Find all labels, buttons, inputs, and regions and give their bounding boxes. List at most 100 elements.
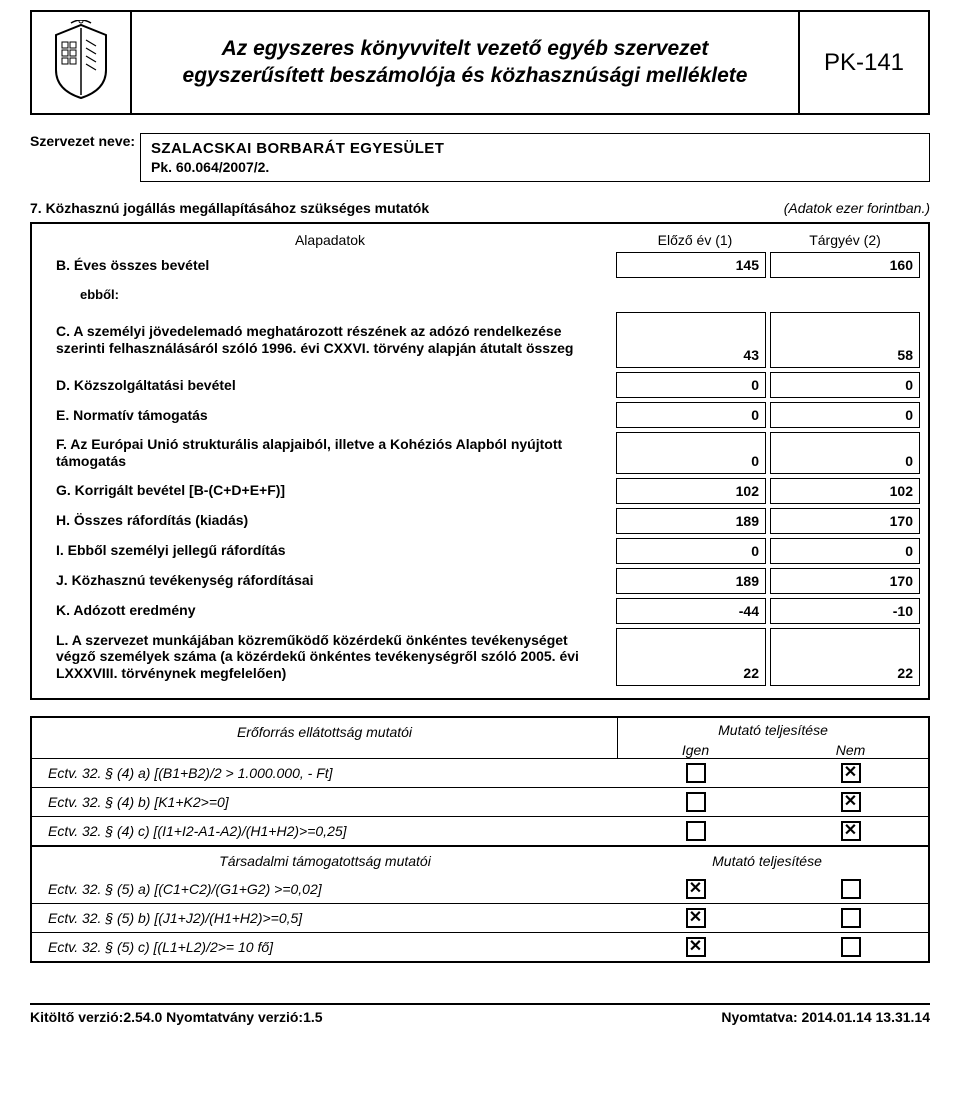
column-headers: Alapadatok Előző év (1) Tárgyév (2) <box>40 232 920 248</box>
section-note: (Adatok ezer forintban.) <box>784 200 930 216</box>
header-title-line1: Az egyszeres könyvvitelt vezető egyéb sz… <box>140 36 790 62</box>
cell-prev: 0 <box>616 432 766 474</box>
checkbox-igen[interactable] <box>686 763 706 783</box>
cell-curr: 102 <box>770 478 920 504</box>
cell-prev: 43 <box>616 312 766 368</box>
header-title-cell: Az egyszeres könyvvitelt vezető egyéb sz… <box>131 11 799 114</box>
row-label: H. Összes ráfordítás (kiadás) <box>40 508 612 534</box>
row-label: G. Korrigált bevétel [B-(C+D+E+F)] <box>40 478 612 504</box>
table-row: D. Közszolgáltatási bevétel00 <box>40 372 920 398</box>
checkbox-igen-wrap: ✕ <box>618 879 773 899</box>
table-row: ebből: <box>40 282 920 308</box>
checkbox-igen[interactable]: ✕ <box>686 937 706 957</box>
section-header-row: 7. Közhasznú jogállás megállapításához s… <box>30 200 930 216</box>
row-label: L. A szervezet munkájában közreműködő kö… <box>40 628 612 686</box>
header-title-line2: egyszerűsített beszámolója és közhasznús… <box>140 63 790 89</box>
table-row: E. Normatív támogatás00 <box>40 402 920 428</box>
cell-curr: 22 <box>770 628 920 686</box>
checkbox-nem[interactable]: ✕ <box>841 792 861 812</box>
cell-prev <box>616 282 766 308</box>
indicator-row: Ectv. 32. § (5) c) [(L1+L2)/2>= 10 fő] ✕ <box>32 933 928 961</box>
indicator-label: Ectv. 32. § (5) a) [(C1+C2)/(G1+G2) >=0,… <box>48 879 618 899</box>
col-igen: Igen <box>618 742 773 758</box>
col-prev: Előző év (1) <box>620 232 770 248</box>
cell-curr: -10 <box>770 598 920 624</box>
checkbox-nem[interactable]: ✕ <box>841 821 861 841</box>
checkbox-igen[interactable] <box>686 821 706 841</box>
indicator-label: Ectv. 32. § (5) c) [(L1+L2)/2>= 10 fő] <box>48 937 618 957</box>
footer: Kitöltő verzió:2.54.0 Nyomtatvány verzió… <box>30 1003 930 1025</box>
row-label: K. Adózott eredmény <box>40 598 612 624</box>
org-name-line1: SZALACSKAI BORBARÁT EGYESÜLET <box>151 140 919 157</box>
footer-left: Kitöltő verzió:2.54.0 Nyomtatvány verzió… <box>30 1009 323 1025</box>
checkbox-igen-wrap: ✕ <box>618 937 773 957</box>
checkbox-igen[interactable]: ✕ <box>686 879 706 899</box>
header-table: Az egyszeres könyvvitelt vezető egyéb sz… <box>30 10 930 115</box>
row-label: C. A személyi jövedelemadó meghatározott… <box>40 312 612 368</box>
row-label: F. Az Európai Unió strukturális alapjaib… <box>40 432 612 474</box>
cell-curr: 0 <box>770 372 920 398</box>
table-row: F. Az Európai Unió strukturális alapjaib… <box>40 432 920 474</box>
org-label: Szervezet neve: <box>30 133 140 149</box>
section-title: 7. Közhasznú jogállás megállapításához s… <box>30 200 429 216</box>
checkbox-igen-wrap <box>618 821 773 841</box>
cell-curr <box>770 282 920 308</box>
indicator-label: Ectv. 32. § (5) b) [(J1+J2)/(H1+H2)>=0,5… <box>48 908 618 928</box>
table-row: L. A szervezet munkájában közreműködő kö… <box>40 628 920 686</box>
table-row: K. Adózott eredmény-44-10 <box>40 598 920 624</box>
row-label: ebből: <box>40 282 612 308</box>
checkbox-nem[interactable] <box>841 879 861 899</box>
checkbox-nem-wrap: ✕ <box>773 792 928 812</box>
table-row: H. Összes ráfordítás (kiadás)189170 <box>40 508 920 534</box>
checkbox-igen-wrap: ✕ <box>618 908 773 928</box>
checkbox-igen[interactable]: ✕ <box>686 908 706 928</box>
table-row: B. Éves összes bevétel145160 <box>40 252 920 278</box>
row-label: D. Közszolgáltatási bevétel <box>40 372 612 398</box>
indicators-header-right-2: Mutató teljesítése <box>612 853 922 869</box>
org-name-box: SZALACSKAI BORBARÁT EGYESÜLET Pk. 60.064… <box>140 133 930 182</box>
checkbox-igen[interactable] <box>686 792 706 812</box>
cell-curr: 0 <box>770 402 920 428</box>
indicator-label: Ectv. 32. § (4) c) [(I1+I2-A1-A2)/(H1+H2… <box>48 821 618 841</box>
indicators-header-1: Erőforrás ellátottság mutatói Mutató tel… <box>32 718 928 759</box>
checkbox-nem[interactable] <box>841 937 861 957</box>
indicator-row: Ectv. 32. § (5) b) [(J1+J2)/(H1+H2)>=0,5… <box>32 904 928 933</box>
checkbox-nem-wrap <box>773 937 928 957</box>
cell-prev: 145 <box>616 252 766 278</box>
cell-prev: 22 <box>616 628 766 686</box>
col-alapadatok: Alapadatok <box>40 232 620 248</box>
indicator-label: Ectv. 32. § (4) b) [K1+K2>=0] <box>48 792 618 812</box>
indicators-container: Erőforrás ellátottság mutatói Mutató tel… <box>30 716 930 963</box>
crest-cell <box>31 11 131 114</box>
indicator-row: Ectv. 32. § (4) b) [K1+K2>=0] ✕ <box>32 788 928 817</box>
indicators-header-right: Mutató teljesítése Igen Nem <box>618 718 928 758</box>
page: Az egyszeres könyvvitelt vezető egyéb sz… <box>0 0 960 1045</box>
cell-curr: 0 <box>770 538 920 564</box>
table-row: C. A személyi jövedelemadó meghatározott… <box>40 312 920 368</box>
indicator-row: Ectv. 32. § (5) a) [(C1+C2)/(G1+G2) >=0,… <box>32 875 928 904</box>
checkbox-igen-wrap <box>618 792 773 812</box>
cell-prev: 189 <box>616 568 766 594</box>
row-label: B. Éves összes bevétel <box>40 252 612 278</box>
indicator-row: Ectv. 32. § (4) c) [(I1+I2-A1-A2)/(H1+H2… <box>32 817 928 845</box>
checkbox-nem-wrap <box>773 879 928 899</box>
checkbox-nem[interactable]: ✕ <box>841 763 861 783</box>
indicators-header-right-label: Mutató teljesítése <box>618 718 928 742</box>
org-row: Szervezet neve: SZALACSKAI BORBARÁT EGYE… <box>30 133 930 182</box>
cell-prev: 102 <box>616 478 766 504</box>
col-curr: Tárgyév (2) <box>770 232 920 248</box>
form-code: PK-141 <box>799 11 929 114</box>
table-row: J. Közhasznú tevékenység ráfordításai189… <box>40 568 920 594</box>
indicators-header-left-2: Társadalmi támogatottság mutatói <box>38 853 612 869</box>
col-nem: Nem <box>773 742 928 758</box>
table-row: I. Ebből személyi jellegű ráfordítás00 <box>40 538 920 564</box>
checkbox-igen-wrap <box>618 763 773 783</box>
row-label: I. Ebből személyi jellegű ráfordítás <box>40 538 612 564</box>
data-container: Alapadatok Előző év (1) Tárgyév (2) B. É… <box>30 222 930 700</box>
table-row: G. Korrigált bevétel [B-(C+D+E+F)]102102 <box>40 478 920 504</box>
cell-curr: 0 <box>770 432 920 474</box>
checkbox-nem-wrap: ✕ <box>773 763 928 783</box>
checkbox-nem-wrap <box>773 908 928 928</box>
checkbox-nem[interactable] <box>841 908 861 928</box>
cell-prev: -44 <box>616 598 766 624</box>
